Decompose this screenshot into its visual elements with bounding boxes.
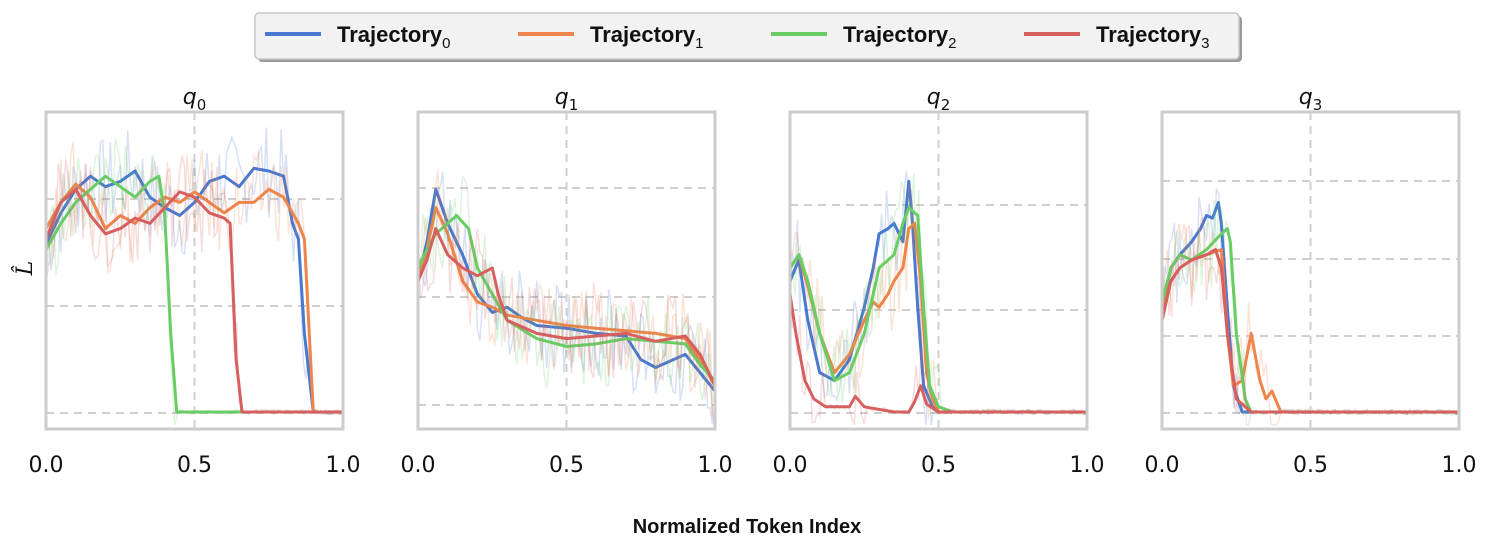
x-tick-label: 0.0 — [1145, 453, 1180, 478]
x-tick-label: 0.0 — [773, 453, 808, 478]
legend-label-sub: 2 — [948, 35, 956, 52]
legend-label-base: Trajectory — [590, 22, 696, 47]
panel-title-sub: 3 — [1313, 96, 1323, 114]
panel-title-3: q3 — [1299, 85, 1323, 114]
x-tick-label: 0.0 — [29, 453, 64, 478]
x-tick-label: 0.5 — [1293, 453, 1328, 478]
x-tick-label: 1.0 — [1070, 453, 1105, 478]
series-line-3 — [416, 227, 717, 387]
series-noise-2 — [45, 138, 344, 426]
panel-title-2: q2 — [927, 85, 951, 114]
series-noise-0 — [1161, 188, 1460, 416]
x-tick-label: 0.0 — [401, 453, 436, 478]
panel-1: q1 0.0 0.5 1.0 — [401, 85, 733, 478]
panel-title-sub: 2 — [941, 96, 951, 114]
series-noise-3 — [417, 194, 716, 425]
panel-frame — [1160, 110, 1461, 431]
legend-box — [254, 12, 1240, 60]
panel-2: q2 0.0 0.5 1.0 — [773, 85, 1105, 478]
panel-title-sub: 0 — [197, 96, 207, 114]
legend-label-1: Trajectory1 — [590, 22, 704, 52]
panel-title-base: q — [183, 85, 197, 110]
x-tick-label: 1.0 — [326, 453, 361, 478]
x-tick-label: 1.0 — [1442, 453, 1477, 478]
legend-label-base: Trajectory — [1096, 22, 1202, 47]
legend-label-2: Trajectory2 — [843, 22, 957, 52]
panel-3: q3 0.0 0.5 1.0 — [1145, 85, 1477, 478]
series-line-3 — [44, 187, 343, 414]
series-noise-1 — [417, 169, 716, 418]
series-line-0 — [788, 179, 1087, 414]
legend-label-3: Trajectory3 — [1096, 22, 1210, 52]
series-line-2 — [44, 174, 343, 414]
panel-title-base: q — [927, 85, 941, 110]
panel-title-1: q1 — [555, 85, 579, 114]
x-tick-label: 0.5 — [921, 453, 956, 478]
panel-frame — [44, 110, 345, 431]
series-line-0 — [1160, 200, 1459, 414]
panel-title-sub: 1 — [569, 96, 579, 114]
x-axis-label: Normalized Token Index — [633, 516, 862, 538]
series-line-3 — [788, 293, 1087, 414]
x-tick-label: 0.5 — [177, 453, 212, 478]
series-line-0 — [416, 187, 717, 392]
legend-label-sub: 1 — [695, 35, 703, 52]
legend-label-sub: 3 — [1201, 35, 1209, 52]
y-axis-label: L̂ — [12, 261, 38, 277]
series-line-2 — [788, 206, 1087, 414]
series-line-3 — [1160, 248, 1459, 414]
legend: Trajectory0 Trajectory1 Trajectory2 Traject… — [254, 12, 1242, 62]
panel-frame — [416, 110, 717, 431]
panel-title-base: q — [1299, 85, 1313, 110]
series-line-2 — [1160, 227, 1459, 414]
panel-frame — [788, 110, 1089, 431]
legend-entries: Trajectory0 Trajectory1 Trajectory2 Traject… — [265, 22, 1210, 52]
series-line-1 — [44, 182, 343, 414]
panel-title-base: q — [555, 85, 569, 110]
legend-label-0: Trajectory0 — [337, 22, 451, 52]
legend-label-base: Trajectory — [843, 22, 949, 47]
panel-title-0: q0 — [183, 85, 207, 114]
legend-label-sub: 0 — [442, 35, 450, 52]
series-line-1 — [416, 206, 717, 387]
legend-label-base: Trajectory — [337, 22, 443, 47]
panel-0: q0 0.0 0.5 1.0 — [29, 85, 361, 478]
x-tick-label: 0.5 — [549, 453, 584, 478]
x-tick-label: 1.0 — [698, 453, 733, 478]
